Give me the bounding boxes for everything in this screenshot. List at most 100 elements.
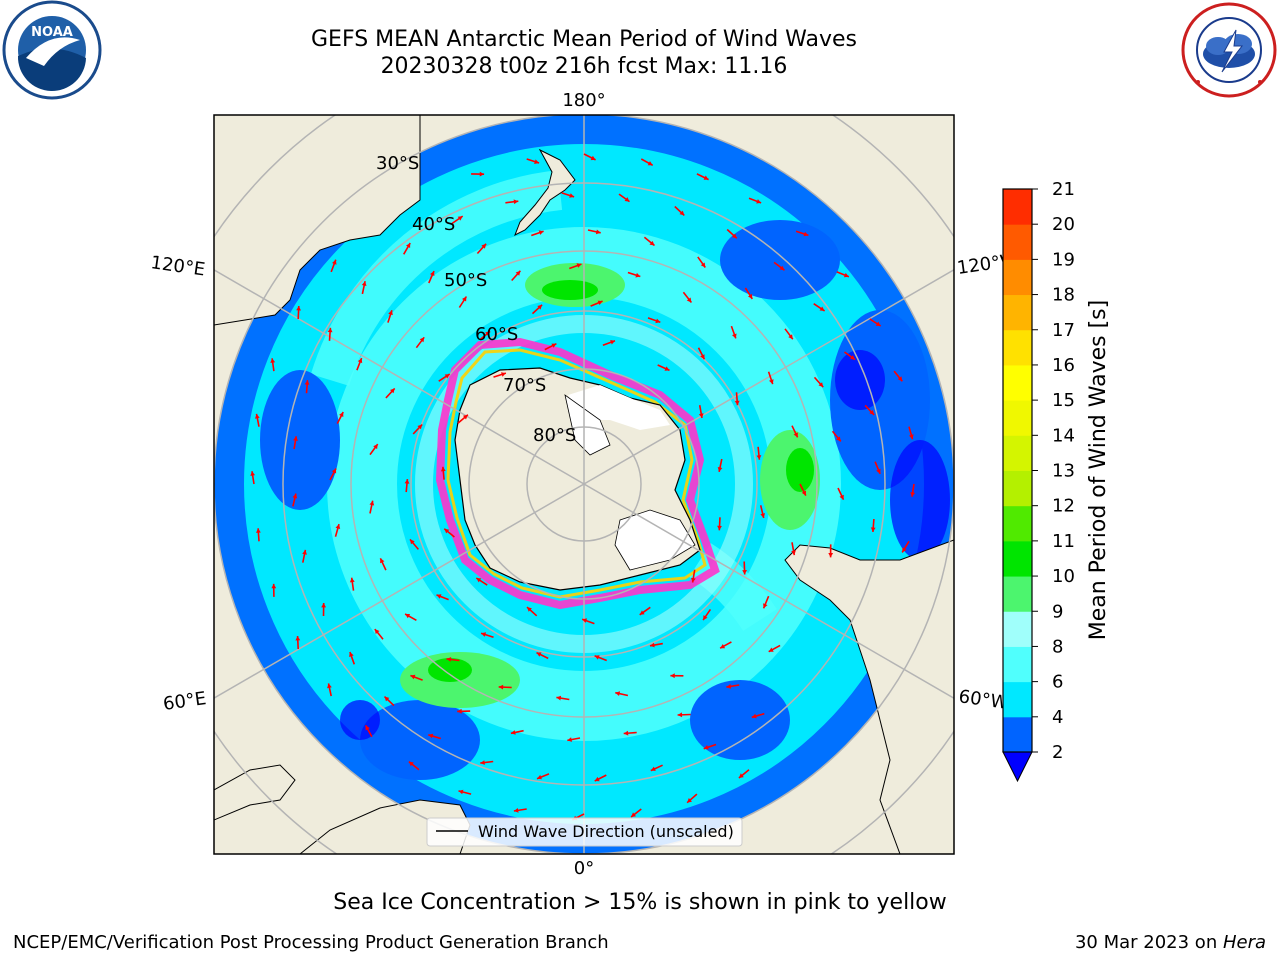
- wave-direction-arrowhead: [485, 331, 491, 336]
- wave-direction-arrowhead: [875, 321, 881, 326]
- wave-direction-arrowhead: [384, 696, 390, 702]
- wave-direction-arrowhead: [374, 629, 380, 634]
- wave-direction-arrowhead: [639, 610, 645, 615]
- colorbar-tick-label: 6: [1052, 672, 1063, 693]
- wave-direction-arrowhead: [293, 436, 298, 441]
- wave-direction-arrowhead: [304, 380, 310, 385]
- wave-direction-arrowhead: [327, 327, 333, 333]
- colorbar-tick-label: 10: [1052, 566, 1075, 587]
- wave-direction-arrowhead: [869, 410, 875, 415]
- wave-direction-arrowhead: [655, 318, 661, 324]
- colorbar-tick-label: 11: [1052, 531, 1075, 552]
- wave-direction-arrowhead: [271, 583, 277, 589]
- wave-direction-arrowhead: [349, 652, 354, 657]
- wave-direction-arrowhead: [498, 684, 504, 690]
- wave-direction-arrowhead: [369, 500, 375, 506]
- wave-direction-arrowhead: [650, 642, 655, 648]
- wave-direction-arrowhead: [335, 524, 341, 529]
- noaa-logo-text: NOAA: [31, 25, 73, 40]
- wave-direction-arrowhead: [590, 155, 596, 161]
- colorbar-segment: [1003, 470, 1032, 507]
- wave-direction-arrowhead: [388, 310, 393, 316]
- wave-direction-arrowhead: [556, 695, 562, 701]
- wave-direction-arrowhead: [870, 527, 876, 532]
- sea-ice-note: Sea Ice Concentration > 15% is shown in …: [333, 890, 947, 915]
- wave-direction-arrowhead: [876, 468, 881, 474]
- colorbar-segment: [1003, 646, 1032, 683]
- wave-direction-arrowhead: [828, 553, 834, 558]
- wave-direction-arrowhead: [691, 577, 696, 583]
- wave-direction-arrowhead: [349, 577, 355, 583]
- wave-direction-arrowhead: [321, 603, 326, 608]
- colorbar-tick-label: 2: [1052, 742, 1063, 763]
- wave-direction-arrowhead: [910, 492, 915, 497]
- wave-direction-arrowhead: [444, 528, 450, 534]
- colorbar-tick-label: 19: [1052, 249, 1075, 270]
- wave-direction-arrowhead: [390, 388, 395, 394]
- wave-direction-arrowhead: [463, 414, 468, 420]
- nws-logo: [1181, 2, 1277, 98]
- colorbar-segment: [1003, 329, 1032, 366]
- wave-direction-arrowhead: [405, 614, 411, 619]
- wave-direction-arrowhead: [732, 333, 737, 339]
- wave-direction-arrowhead: [623, 730, 629, 736]
- wave-direction-arrowhead: [635, 272, 641, 278]
- wave-direction-arrowhead: [302, 549, 307, 555]
- wave-direction-arrowhead: [649, 240, 655, 246]
- wave-direction-arrowhead: [703, 615, 708, 621]
- wave-direction-arrowhead: [365, 725, 370, 731]
- wave-direction-arrowhead: [698, 413, 704, 418]
- wave-direction-arrowhead: [703, 175, 709, 180]
- wave-direction-arrowhead: [480, 760, 485, 765]
- wave-direction-arrowhead: [717, 525, 722, 531]
- wave-direction-arrowhead: [428, 733, 434, 739]
- colorbar-tick-label: 16: [1052, 355, 1075, 376]
- wave-direction-arrowhead: [703, 745, 709, 750]
- wave-direction-arrowhead: [756, 199, 762, 204]
- wave-direction-arrowhead: [513, 199, 519, 205]
- colorbar-segment: [1003, 435, 1032, 471]
- colorbar-tick-label: 17: [1052, 320, 1075, 341]
- meridian-label-0: 0°: [574, 858, 594, 879]
- wave-direction-arrowhead: [327, 683, 332, 689]
- map-frame: [213, 114, 955, 855]
- wave-direction-arrowhead: [670, 673, 675, 679]
- noaa-logo: NOAA: [2, 0, 102, 100]
- lat-label-80s: 80°S: [533, 425, 576, 446]
- colorbar-label: Mean Period of Wind Waves [s]: [1086, 300, 1111, 640]
- wave-direction-arrowhead: [720, 644, 726, 649]
- wave-direction-arrowhead: [417, 424, 423, 430]
- chart-title: GEFS MEAN Antarctic Mean Period of Wind …: [311, 27, 857, 52]
- land-australia: [214, 115, 421, 326]
- wave-direction-arrowhead: [567, 737, 572, 742]
- colorbar-tick-label: 20: [1052, 214, 1075, 235]
- wave-direction-arrowhead: [597, 300, 603, 305]
- wave-direction-arrowhead: [476, 578, 482, 583]
- wave-direction-arrowhead: [843, 272, 849, 278]
- colorbar-segment: [1003, 611, 1032, 647]
- wave-direction-arrowhead: [748, 294, 753, 299]
- wave-direction-arrowhead: [756, 455, 762, 460]
- wave-direction-arrowhead: [760, 513, 765, 518]
- wave-direction-arrowhead: [793, 432, 798, 438]
- wave-direction-arrowhead: [361, 281, 367, 286]
- wave-direction-arrowhead: [457, 708, 462, 714]
- wave-direction-arrowhead: [726, 684, 732, 689]
- wave-direction-arrowhead: [481, 632, 487, 637]
- wave-direction-arrowhead: [569, 193, 575, 198]
- wave-direction-arrowhead: [406, 243, 411, 248]
- wave-direction-arrowhead: [700, 262, 706, 268]
- colorbar-tick-label: 15: [1052, 390, 1075, 411]
- wave-direction-arrowhead: [902, 547, 907, 553]
- wave-direction-arrowhead: [677, 712, 683, 718]
- wave-direction-arrowhead: [803, 231, 809, 237]
- wave-direction-arrowhead: [256, 528, 261, 533]
- wave-direction-arrowhead: [801, 490, 806, 496]
- colorbar-segment: [1003, 540, 1032, 577]
- wave-direction-arrowhead: [515, 270, 521, 276]
- wave-direction-arrowhead: [582, 618, 588, 623]
- wave-direction-arrowhead: [819, 306, 825, 311]
- wave-direction-arrowhead: [742, 570, 747, 575]
- footer-producer: NCEP/EMC/Verification Post Processing Pr…: [13, 932, 609, 953]
